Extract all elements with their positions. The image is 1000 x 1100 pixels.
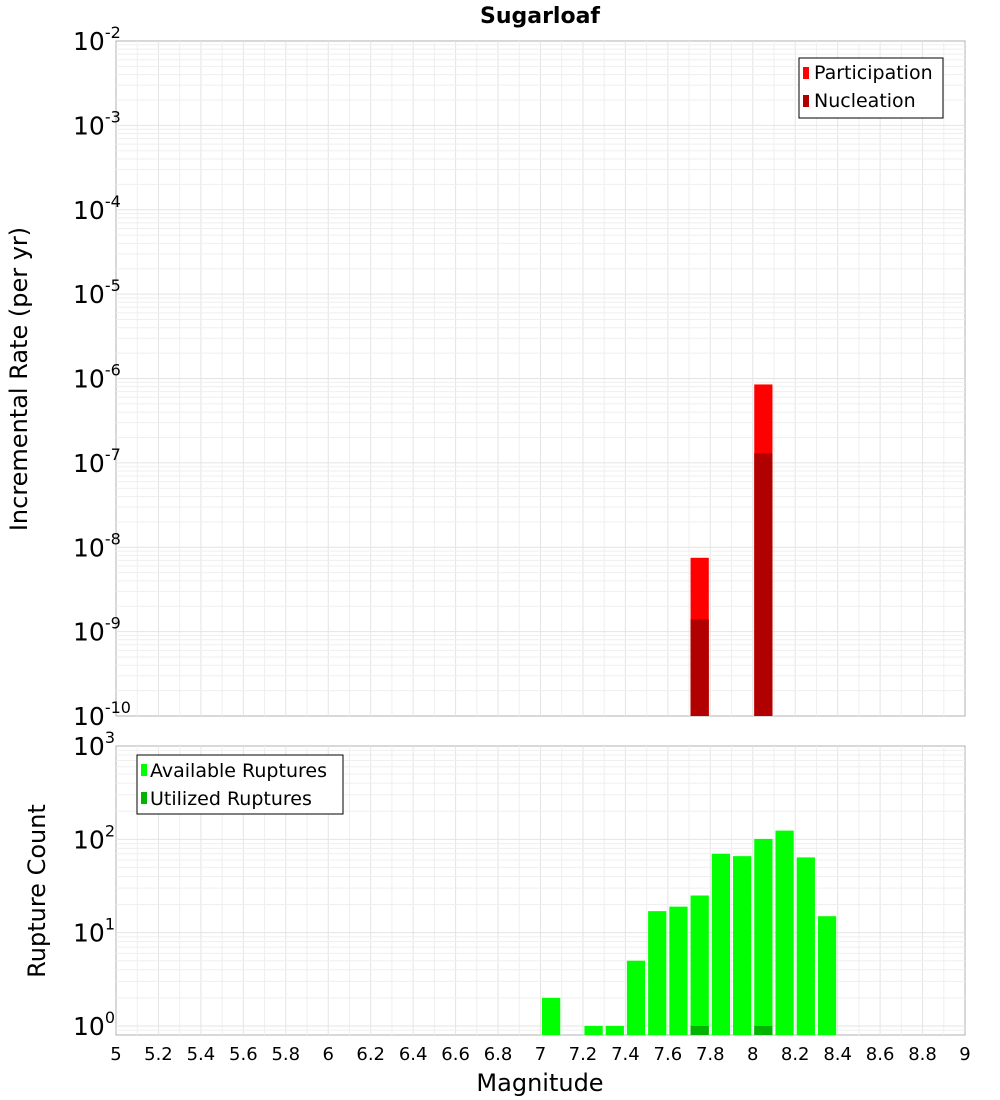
legend-label-nucleation: Nucleation — [814, 90, 916, 112]
top-panel: 10-10 10-9 10-8 10-7 10-6 10-5 10-4 10-3 10-2 In… — [5, 23, 966, 731]
bar-available-ruptures — [796, 857, 815, 1035]
y-tick-label: 10-5 — [73, 276, 121, 309]
y-tick-label: 10-2 — [73, 23, 121, 56]
x-tick-label: 5.4 — [187, 1044, 216, 1065]
y-tick-label: 100 — [73, 1008, 115, 1041]
x-tick-label: 5.6 — [229, 1044, 258, 1065]
legend-label-participation: Participation — [814, 62, 933, 84]
bottom-legend: Available Ruptures Utilized Ruptures — [136, 754, 344, 815]
bar-available-ruptures — [542, 997, 561, 1035]
bar-available-ruptures — [775, 830, 794, 1035]
x-tick-label: 6 — [323, 1044, 334, 1065]
bottom-panel: 100 101 102 103 5 5.2 5.4 5.6 5.8 6 6.2 6.4 6.6 6.8 7… — [23, 728, 971, 1097]
x-tick-label: 8.2 — [781, 1044, 810, 1065]
top-legend: Participation Nucleation — [798, 57, 944, 119]
x-tick-label: 9 — [959, 1044, 970, 1065]
bottom-y-axis-label: Rupture Count — [23, 804, 51, 978]
y-tick-label: 101 — [73, 915, 115, 948]
x-tick-label: 6.8 — [484, 1044, 513, 1065]
y-tick-label: 10-7 — [73, 445, 121, 478]
y-tick-label: 102 — [73, 821, 115, 854]
x-tick-label: 8.4 — [823, 1044, 852, 1065]
x-tick-label: 7 — [535, 1044, 546, 1065]
x-tick-label: 7.4 — [611, 1044, 640, 1065]
y-tick-label: 10-4 — [73, 192, 121, 225]
x-tick-label: 5.8 — [271, 1044, 300, 1065]
y-tick-label: 10-10 — [73, 698, 131, 731]
bar-available-ruptures — [733, 856, 752, 1035]
legend-label-utilized: Utilized Ruptures — [150, 788, 312, 810]
bar-available-ruptures — [817, 916, 837, 1035]
legend-swatch-utilized — [141, 792, 147, 804]
legend-swatch-nucleation — [803, 95, 809, 107]
y-tick-label: 10-3 — [73, 107, 121, 140]
y-tick-label: 103 — [73, 728, 115, 761]
bar-available-ruptures — [584, 1025, 603, 1035]
x-tick-label: 5.2 — [144, 1044, 173, 1065]
x-tick-label: 8 — [747, 1044, 758, 1065]
x-tick-label: 5 — [110, 1044, 121, 1065]
y-tick-label: 10-8 — [73, 529, 121, 562]
x-axis-label: Magnitude — [476, 1069, 603, 1097]
x-tick-label: 6.4 — [399, 1044, 428, 1065]
x-tick-label: 8.8 — [908, 1044, 937, 1065]
bar-nucleation — [754, 453, 773, 716]
bottom-legend-box — [136, 754, 344, 815]
bar-available-ruptures — [626, 960, 646, 1035]
top-legend-box — [798, 57, 944, 119]
bar-available-ruptures — [605, 1025, 624, 1035]
y-tick-label: 10-6 — [73, 361, 121, 394]
bar-available-ruptures — [690, 895, 709, 1035]
x-tick-label: 7.6 — [654, 1044, 683, 1065]
bar-available-ruptures — [669, 906, 688, 1035]
bar-available-ruptures — [711, 853, 731, 1035]
bar-available-ruptures — [648, 911, 667, 1035]
x-tick-label: 6.6 — [441, 1044, 470, 1065]
x-tick-label: 7.2 — [569, 1044, 598, 1065]
chart-title: Sugarloaf — [480, 4, 600, 29]
x-tick-label: 6.2 — [356, 1044, 385, 1065]
y-tick-label: 10-9 — [73, 614, 121, 647]
legend-swatch-available — [141, 764, 147, 776]
bar-available-ruptures — [754, 838, 773, 1035]
legend-swatch-participation — [803, 67, 809, 79]
top-y-axis-label: Incremental Rate (per yr) — [5, 227, 33, 531]
x-tick-label: 8.6 — [866, 1044, 895, 1065]
bar-utilized-ruptures — [690, 1025, 709, 1035]
legend-label-available: Available Ruptures — [150, 760, 327, 782]
bar-nucleation — [690, 619, 709, 716]
x-tick-label: 7.8 — [696, 1044, 725, 1065]
bar-utilized-ruptures — [754, 1025, 773, 1035]
